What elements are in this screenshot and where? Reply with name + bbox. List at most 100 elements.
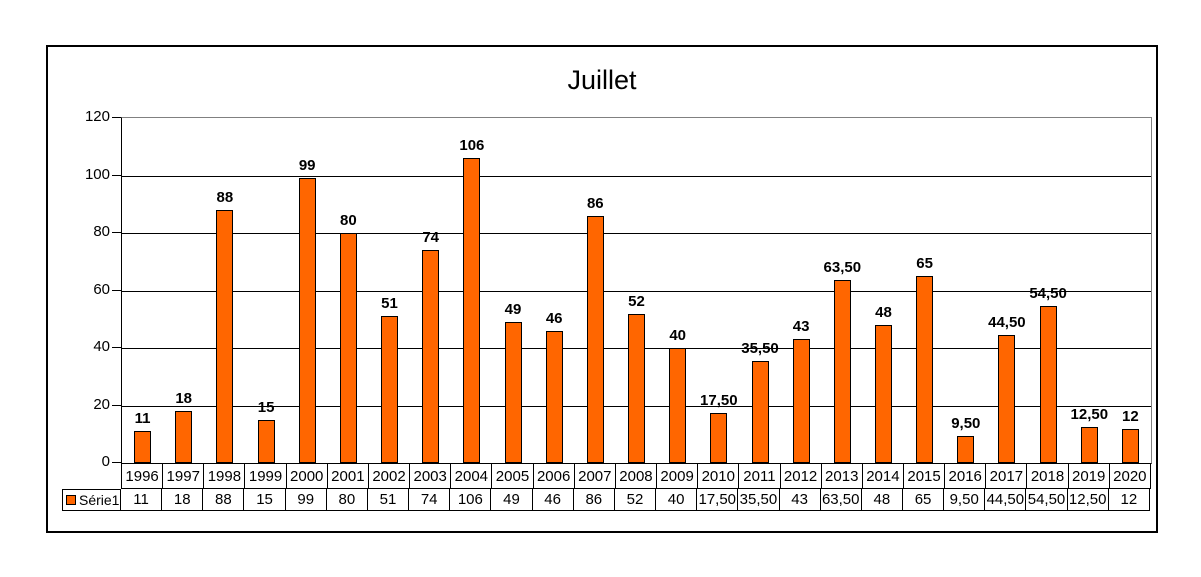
bar-value-label: 11 [134,410,151,428]
year-cell: 2002 [368,464,411,489]
bar [792,339,810,463]
value-cell: 12 [1108,489,1150,511]
value-cell: 18 [162,489,204,511]
value-cell: 49 [491,489,533,511]
bar-value-label: 80 [340,212,357,229]
year-cell: 2020 [1109,464,1151,489]
bar [422,250,440,463]
bar [545,330,563,463]
bar-value-label: 44,50 [988,314,1026,332]
bar [463,158,481,463]
bar-value-label: 74 [422,229,440,247]
y-tick [112,462,121,463]
bar-value-label: 54,50 [1029,285,1067,303]
year-cell: 2004 [451,464,493,489]
year-cell: 2010 [698,464,740,489]
bar-value-label: 18 [175,390,193,408]
y-tick [112,232,121,233]
bar [1121,428,1139,463]
bar [1039,306,1057,463]
gridline [122,233,1151,234]
year-cell: 2017 [986,464,1028,489]
bar-value-label: 51 [381,295,398,313]
plot-area: 11 18 88 15 99 80 51 74 106 49 46 86 52 40 17,50 35,50 4… [121,117,1152,464]
year-cell: 2018 [1027,464,1069,489]
bar [175,411,193,463]
bar-value-label: 106 [459,137,485,155]
gridline [122,290,1151,292]
bar-value-label: 86 [586,194,604,212]
year-cell: 2014 [862,464,904,489]
bar [998,335,1016,463]
y-tick-label: 20 [93,395,110,413]
value-cell: 86 [573,489,615,511]
y-tick-label: 80 [93,223,110,240]
bar [134,431,152,463]
year-cell: 2009 [657,464,699,489]
year-cell: 2007 [574,464,616,489]
value-cell: 12,50 [1067,489,1109,511]
bar [916,276,934,463]
value-cell: 46 [532,489,574,511]
y-tick [112,174,121,176]
value-cell: 9,50 [944,489,986,511]
y-tick-label: 100 [84,165,110,183]
bar [339,233,357,463]
bar [586,215,604,463]
bar-value-label: 43 [792,318,810,336]
value-cell: 63,50 [820,489,862,511]
bar-value-label: 48 [875,304,892,321]
value-cell: 17,50 [697,489,739,511]
bar-value-label: 49 [504,301,522,319]
bar [710,412,728,463]
year-cell: 2006 [533,464,575,489]
y-tick [112,289,121,291]
data-table-row: Série1 11 18 88 15 99 80 51 74 106 49 46 86 52 40 17,5… [62,489,1150,511]
bar-value-label: 15 [257,398,275,416]
y-tick-label: 0 [101,453,110,470]
year-cell: 2016 [945,464,987,489]
value-cell: 54,50 [1026,489,1068,511]
y-tick [112,347,121,348]
value-cell: 65 [902,489,945,511]
value-cell: 80 [326,489,368,511]
year-cell: 2011 [739,464,781,489]
value-cell: 15 [244,489,286,511]
bar-value-label: 12 [1122,407,1139,425]
series-marker-icon [66,495,76,505]
value-cells: 11 18 88 15 99 80 51 74 106 49 46 86 52 40 17,50 35,50 4… [121,489,1150,511]
series-name: Série1 [79,492,120,508]
bar-value-label: 65 [916,255,933,273]
bar-value-label: 52 [628,292,645,310]
y-tick-label: 40 [93,338,110,355]
year-cell: 2003 [410,464,452,489]
gridline [122,175,1151,177]
year-cell: 2015 [903,464,946,489]
value-cell: 52 [614,489,657,511]
value-cell: 40 [656,489,698,511]
value-cell: 35,50 [738,489,780,511]
year-cell: 1997 [163,464,205,489]
year-cell: 1998 [204,464,246,489]
year-cell: 2000 [286,464,328,489]
bar-value-label: 35,50 [741,339,779,357]
bar-value-label: 99 [298,157,316,175]
bar-value-label: 46 [545,309,563,327]
value-cell: 88 [203,489,245,511]
chart-title: Juillet [567,65,637,95]
bar-value-label: 88 [216,189,234,206]
x-axis-year-row: 1996 1997 1998 1999 2000 2001 2002 2003 2004 2005… [121,464,1151,489]
value-cell: 43 [779,489,821,511]
value-cell: 51 [367,489,410,511]
chart-frame: Juillet 0 20 40 60 80 100 120 11 18 88 15 99 80 51 74… [46,45,1158,533]
bar-value-label: 12,50 [1070,406,1109,424]
y-tick [112,404,121,406]
bar-value-label: 9,50 [951,414,981,432]
value-cell: 44,50 [985,489,1027,511]
bar [298,178,316,463]
year-cell: 2008 [615,464,658,489]
y-tick-label: 120 [84,108,110,125]
bar [216,210,234,463]
value-cell: 74 [409,489,451,511]
bar [957,435,975,463]
